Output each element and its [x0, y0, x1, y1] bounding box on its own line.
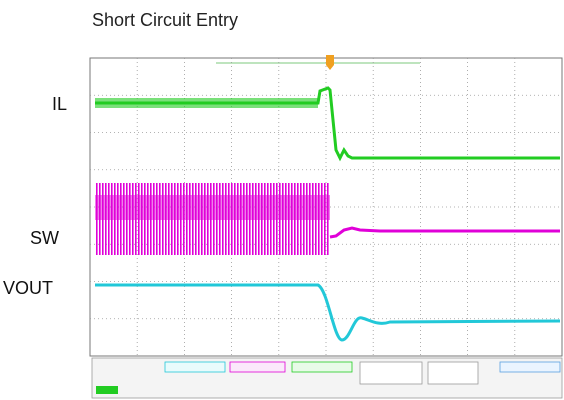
scope-screen: ​	[90, 55, 562, 356]
page: Short Circuit Entry ​ IL SW VOUT (() => …	[0, 0, 564, 400]
sw-label: SW	[30, 228, 59, 248]
title: Short Circuit Entry	[92, 10, 238, 30]
scope-footer	[92, 358, 562, 398]
il-band	[95, 98, 318, 108]
sw-band-core	[95, 195, 330, 220]
scope-screenshot: Short Circuit Entry ​ IL SW VOUT	[0, 0, 564, 400]
vout-label: VOUT	[3, 278, 53, 298]
il-label: IL	[52, 94, 67, 114]
